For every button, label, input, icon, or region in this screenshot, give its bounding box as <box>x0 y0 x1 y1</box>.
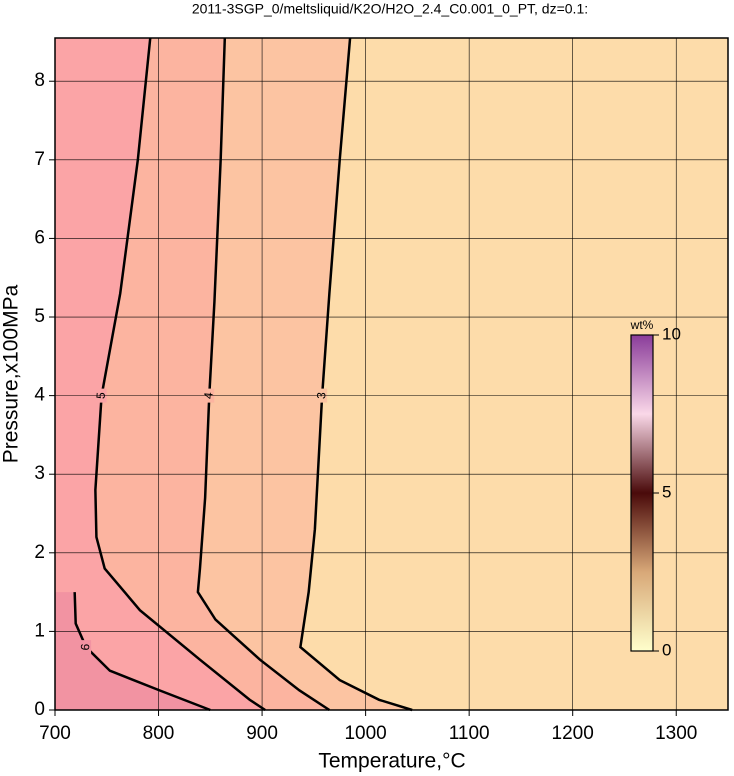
x-tick-label: 1200 <box>552 723 594 744</box>
y-tick-label: 5 <box>34 306 45 327</box>
plot-frame <box>54 37 729 711</box>
colorbar-tick-label: 10 <box>662 324 681 343</box>
y-tick-label: 1 <box>34 620 45 641</box>
chart-title: 2011-3SGP_0/meltsliquid/K2O/H2O_2.4_C0.0… <box>192 1 588 17</box>
colorbar-label: wt% <box>630 318 654 332</box>
x-tick-label: 800 <box>143 723 175 744</box>
contour-line <box>299 37 413 712</box>
y-tick-label: 4 <box>34 385 45 406</box>
contour-line <box>94 37 266 712</box>
x-tick-label: 1300 <box>655 723 697 744</box>
x-tick-label: 1000 <box>344 723 386 744</box>
colorbar-tick-label: 0 <box>662 640 671 659</box>
y-axis-label: Pressure,x100MPa <box>0 284 23 463</box>
x-tick-label: 700 <box>39 723 71 744</box>
y-tick-label: 8 <box>34 70 45 91</box>
y-tick-label: 2 <box>34 542 45 563</box>
contour-label: 6 <box>78 643 93 651</box>
x-tick-label: 1100 <box>449 723 490 744</box>
contour-fill <box>55 38 266 710</box>
contour-label-bg <box>81 640 92 655</box>
x-tick-label: 900 <box>246 723 278 744</box>
colorbar-tick-label: 5 <box>662 482 671 501</box>
contour-fill <box>55 592 211 710</box>
y-tick-label: 3 <box>34 463 45 484</box>
y-tick-label: 6 <box>34 227 45 248</box>
contour-line <box>73 592 211 712</box>
contour-line <box>196 37 331 712</box>
colorbar <box>630 334 654 652</box>
y-tick-label: 7 <box>34 149 45 170</box>
y-tick-label: 0 <box>34 699 45 720</box>
x-axis-label: Temperature,°C <box>318 750 465 773</box>
